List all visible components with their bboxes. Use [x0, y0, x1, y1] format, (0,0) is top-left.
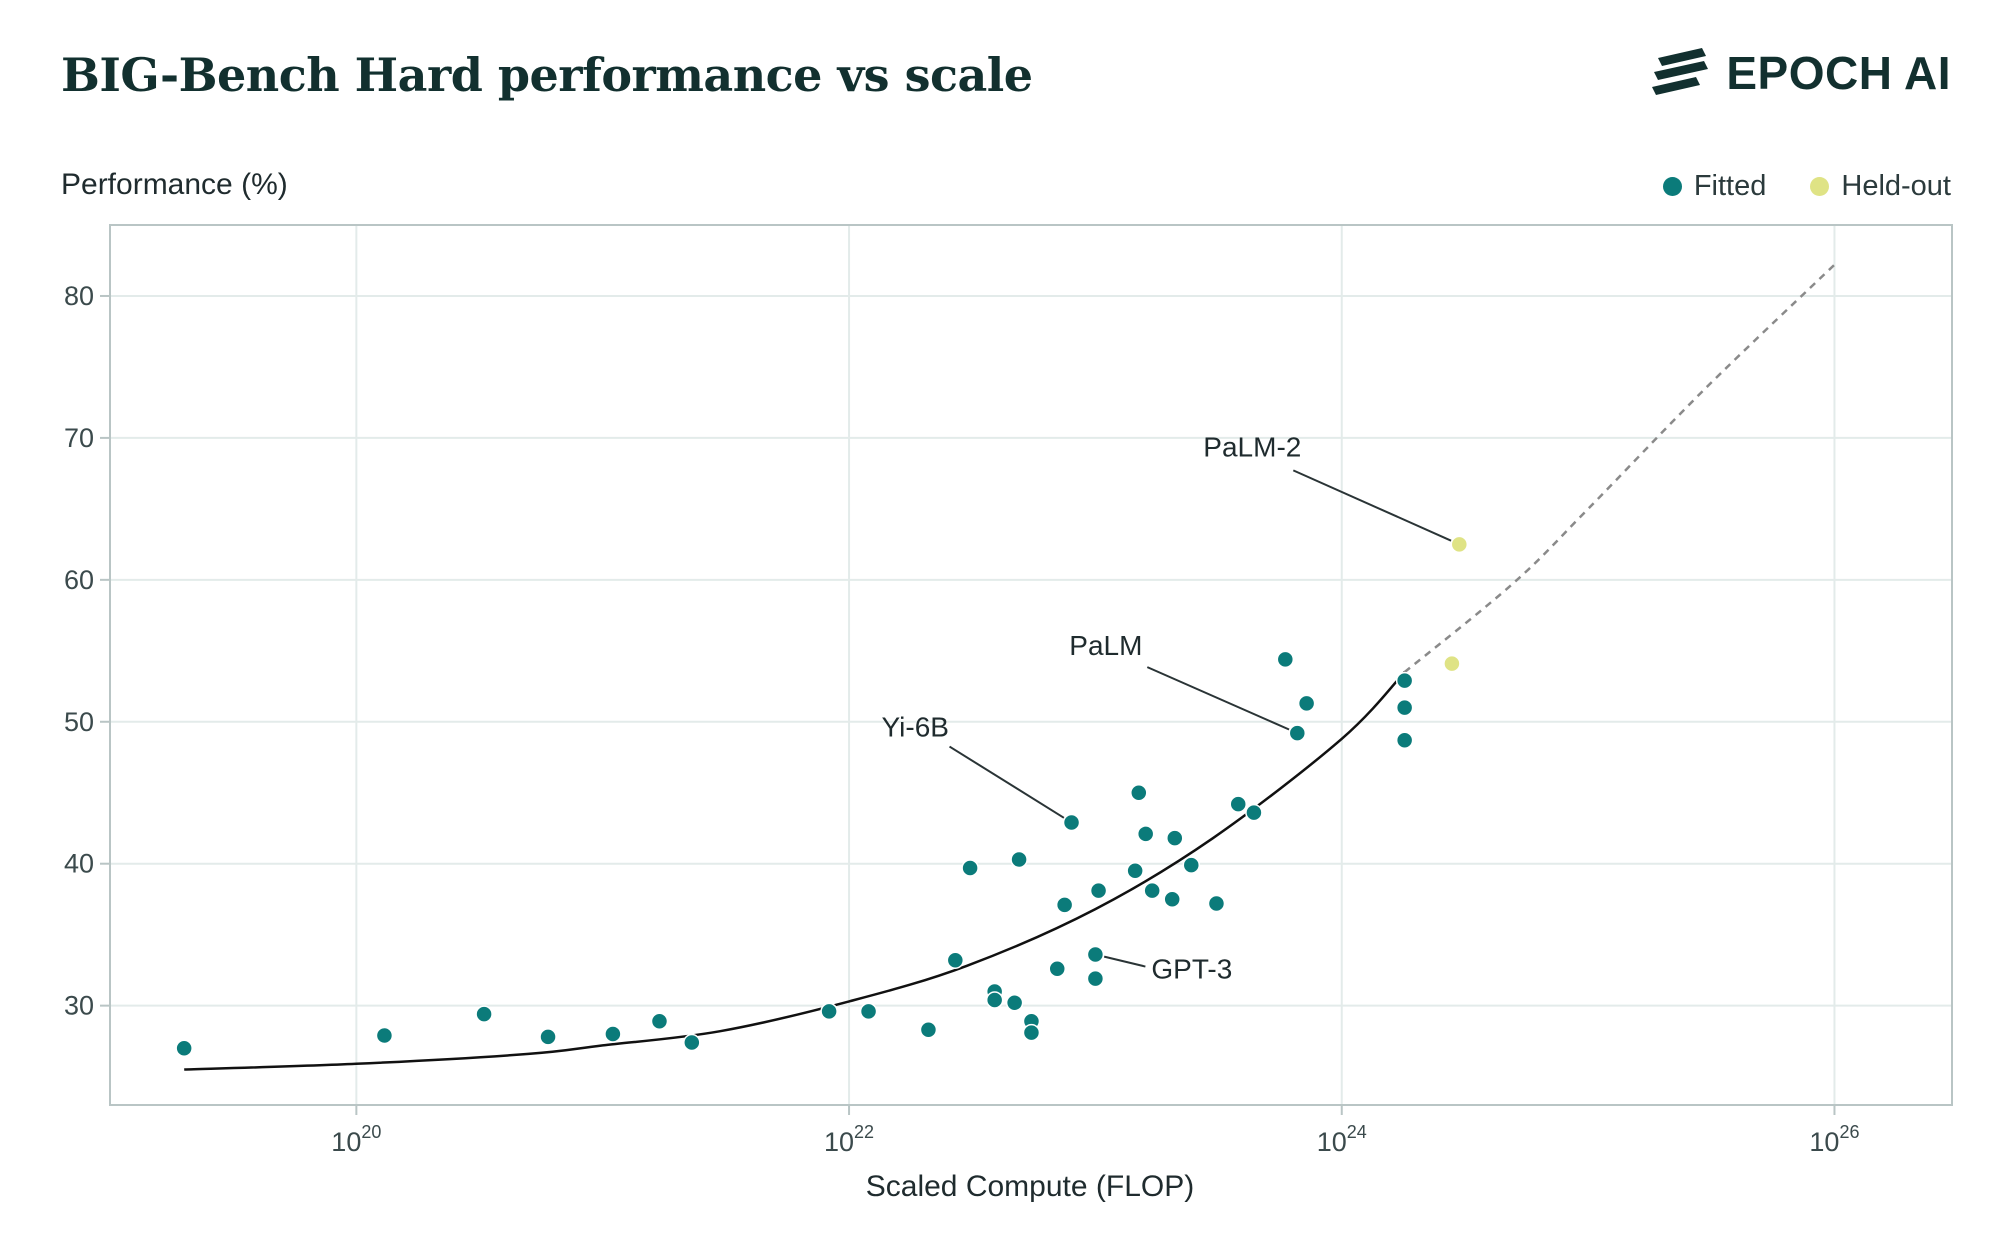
fitted-point [1055, 896, 1074, 914]
fitted-point [1010, 850, 1028, 869]
fitted-point [1288, 724, 1307, 742]
fitted-point [1086, 969, 1105, 988]
y-tick-label: 60 [64, 565, 94, 595]
fitted-point [1086, 945, 1105, 964]
fitted-point [1048, 959, 1066, 978]
axis-ticks: 30 40 50 60 70 80 1020 1022 1024 1026 [64, 281, 1860, 1157]
plot-frame [109, 224, 1953, 1106]
annotation-leader-line [949, 745, 1065, 819]
fitted-point [1229, 795, 1247, 813]
annotation-label: PaLM-2 [1203, 431, 1301, 462]
annotations: PaLM-2 PaLM Yi-6B GPT-3 [882, 431, 1452, 985]
fitted-point [859, 1002, 878, 1021]
fitted-point [1182, 856, 1201, 874]
x-tick-label: 1026 [1809, 1122, 1859, 1157]
fitted-point [961, 859, 979, 877]
legend-marker-fitted [1662, 177, 1682, 196]
fitted-point [1207, 894, 1226, 913]
annotation-leader-line [1146, 666, 1290, 731]
annotation-leader-line [1292, 469, 1452, 542]
fitted-point [683, 1033, 701, 1052]
chart-title: BIG-Bench Hard performance vs scale [61, 48, 1033, 102]
fitted-point [1005, 994, 1024, 1012]
brand-logo: EPOCH AI [1652, 46, 1951, 100]
legend-label-fitted: Fitted [1693, 170, 1767, 202]
brand-name: EPOCH AI [1726, 47, 1951, 99]
fitted-point [1143, 881, 1161, 900]
x-axis-label: Scaled Compute (FLOP) [865, 1170, 1195, 1203]
fit-curve-line [184, 671, 1406, 1071]
epoch-stripes-logo-icon [1652, 48, 1709, 95]
fitted-point [650, 1012, 669, 1031]
fitted-point [1297, 694, 1316, 713]
fitted-point [1163, 890, 1181, 908]
fitted-point [1395, 698, 1414, 717]
fitted-point [1089, 881, 1108, 900]
fitted-point [985, 991, 1004, 1009]
fitted-point [946, 951, 965, 969]
y-axis-label: Performance (%) [61, 168, 288, 201]
fitted-point [1136, 825, 1155, 843]
fitted-point [604, 1025, 622, 1043]
y-tick-label: 50 [64, 707, 94, 737]
fit-curves [184, 263, 1836, 1071]
fitted-point [1395, 731, 1414, 749]
fitted-point [539, 1028, 557, 1046]
fitted-point [375, 1026, 394, 1045]
heldout-point [1443, 654, 1461, 673]
legend-marker-heldout [1810, 177, 1830, 196]
y-tick-label: 80 [64, 281, 94, 311]
x-tick-label: 1020 [331, 1122, 381, 1157]
fitted-point [1130, 783, 1148, 802]
grid-lines [110, 225, 1952, 1105]
annotation-label: GPT-3 [1151, 954, 1232, 985]
annotation-label: Yi-6B [882, 712, 949, 743]
fitted-point [1276, 650, 1295, 669]
y-tick-label: 30 [64, 991, 94, 1021]
legend-item-heldout: Held-out [1810, 170, 1951, 203]
fitted-point [1395, 671, 1414, 690]
legend: Fitted Held-out [1662, 170, 1951, 203]
legend-item-fitted: Fitted [1662, 170, 1767, 203]
fitted-point [1245, 803, 1263, 822]
fitted-point [1126, 862, 1144, 880]
annotation-leader-line [1103, 955, 1146, 968]
y-tick-label: 70 [64, 423, 94, 453]
annotation-label: PaLM [1069, 630, 1142, 661]
heldout-point [1450, 535, 1469, 554]
x-tick-label: 1024 [1317, 1122, 1367, 1157]
x-tick-label: 1022 [824, 1122, 874, 1157]
data-points [175, 535, 1469, 1057]
extrapolation-curve-line [1403, 263, 1836, 674]
fitted-point [820, 1002, 838, 1021]
fitted-point [1166, 829, 1184, 847]
fitted-point [1062, 813, 1081, 832]
fitted-point [1022, 1023, 1041, 1042]
y-tick-label: 40 [64, 849, 94, 879]
legend-label-heldout: Held-out [1841, 170, 1951, 202]
fitted-point [475, 1005, 493, 1023]
fitted-point [919, 1021, 938, 1039]
fitted-point [175, 1039, 193, 1057]
